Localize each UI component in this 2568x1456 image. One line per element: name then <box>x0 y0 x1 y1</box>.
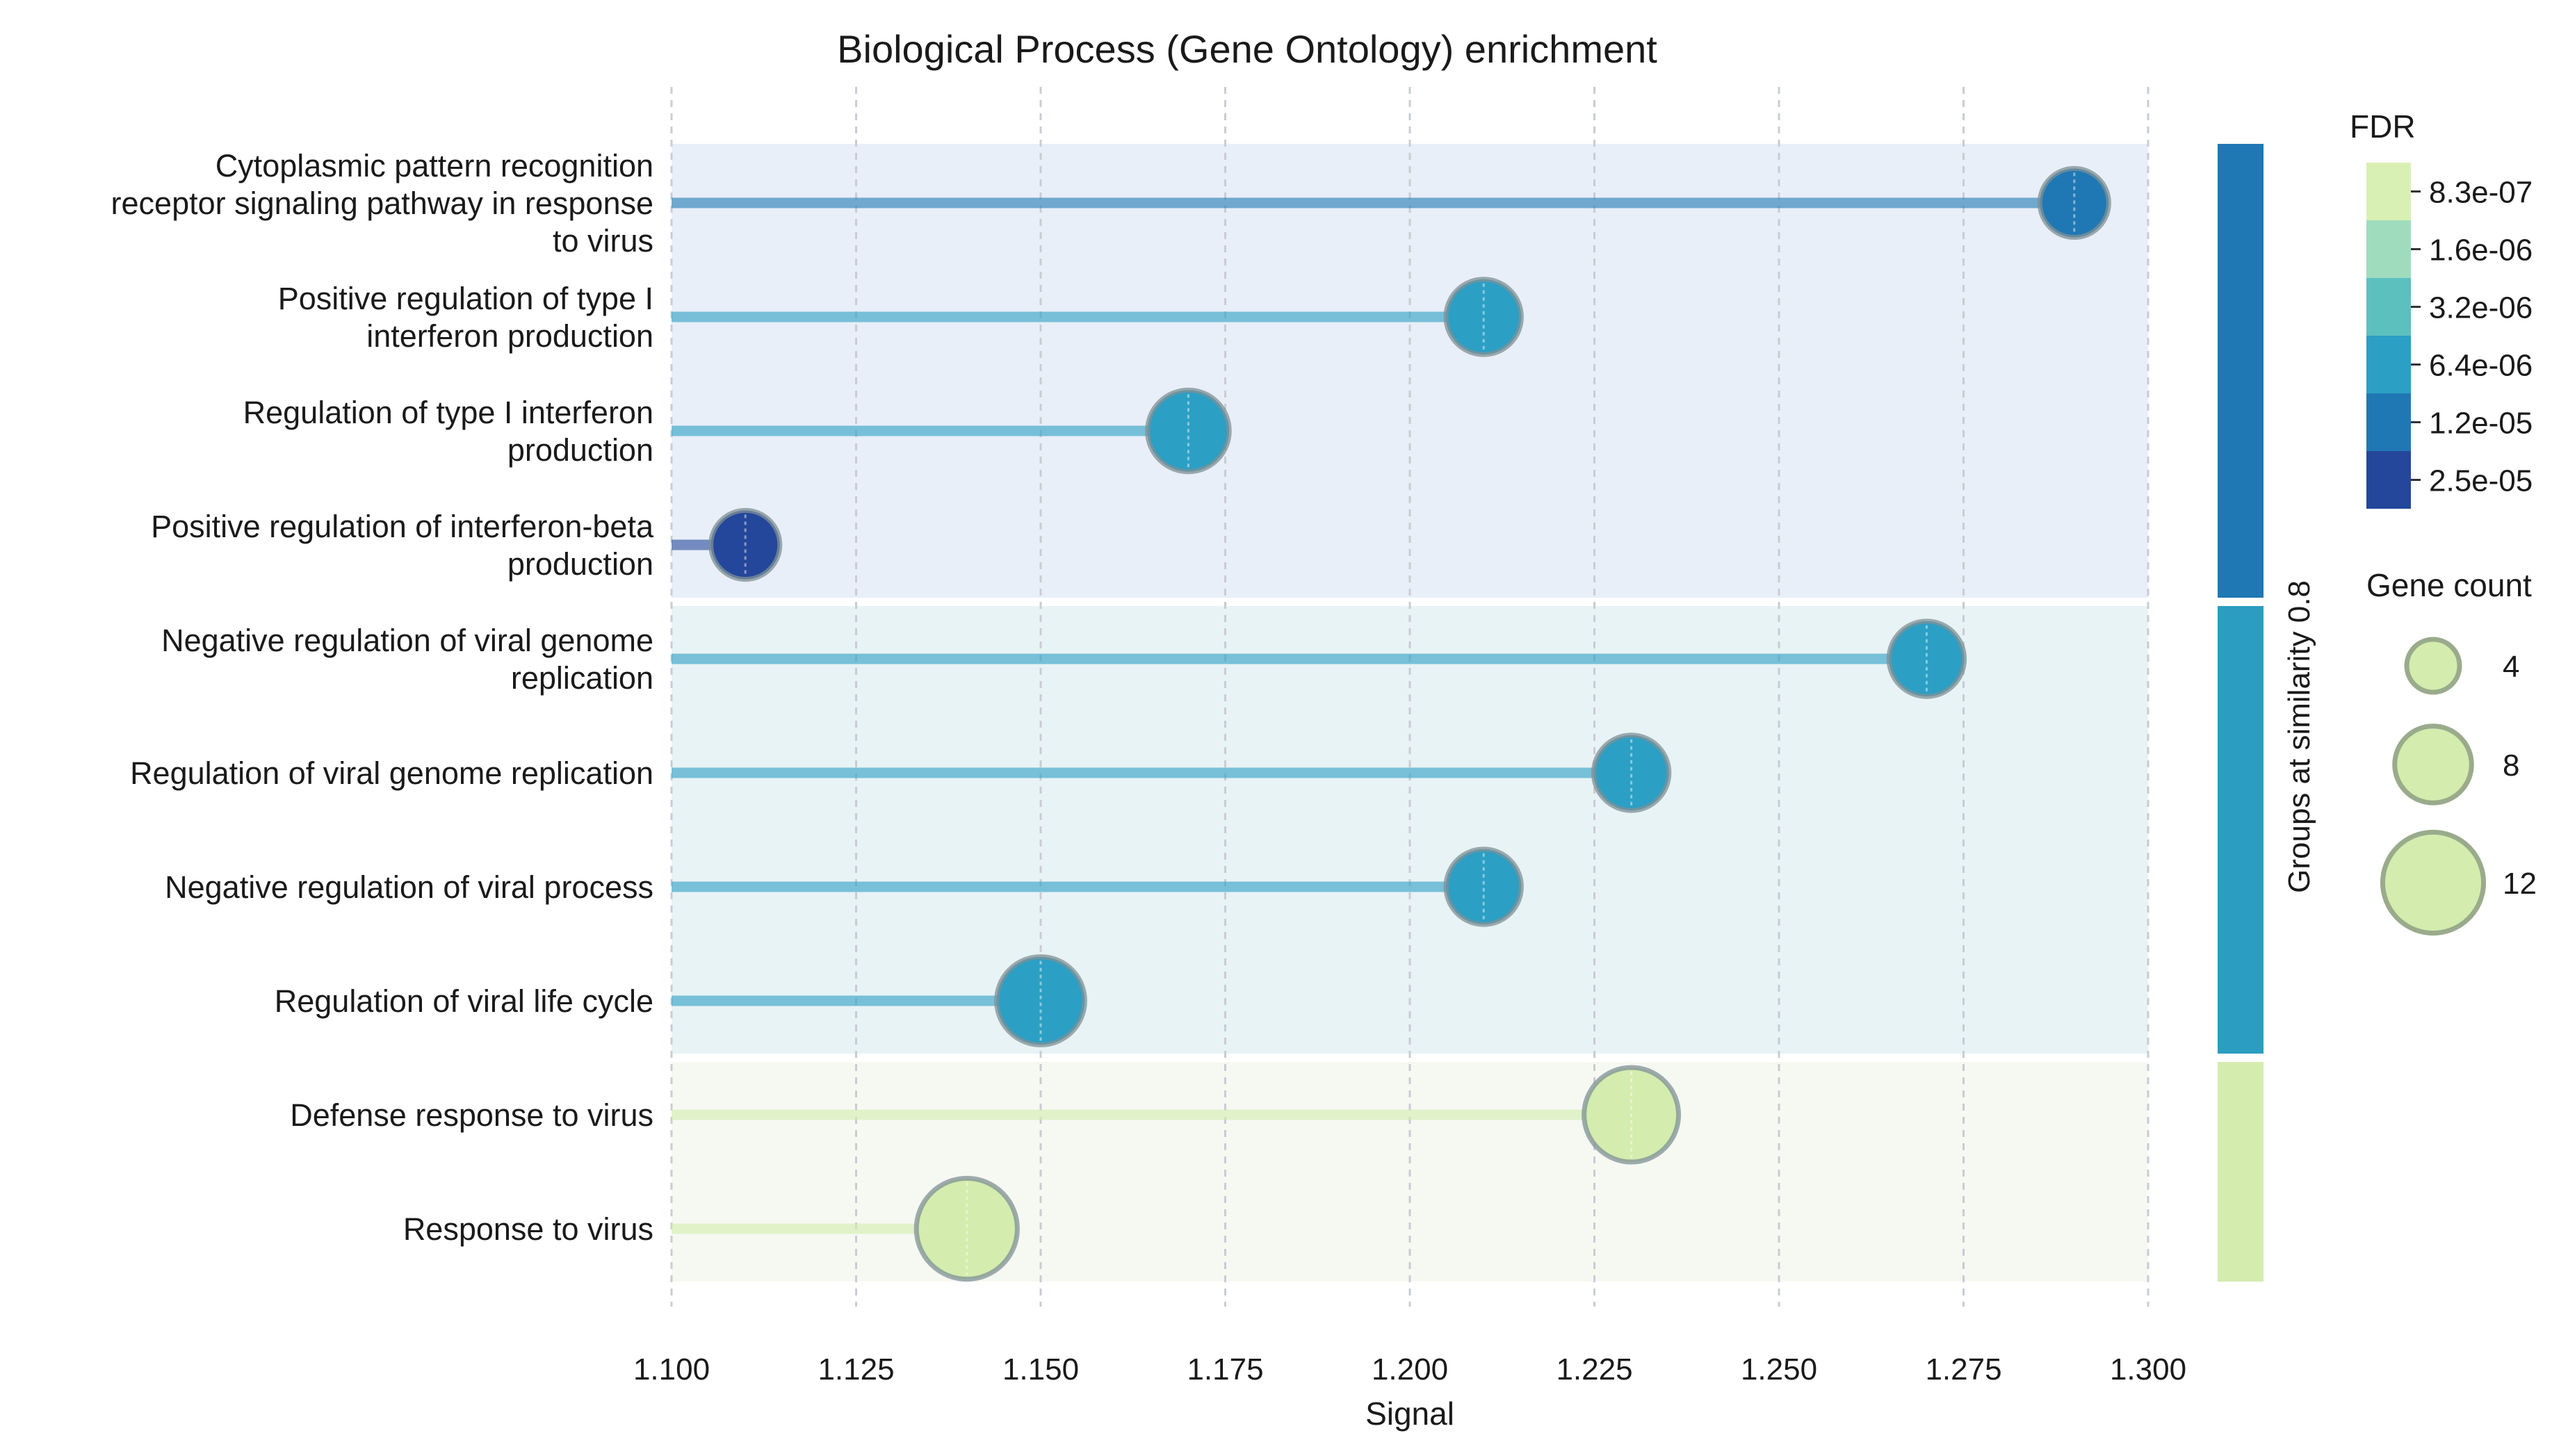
fdr-legend-swatch <box>2366 220 2411 278</box>
x-tick-label: 1.200 <box>1372 1352 1448 1387</box>
lollipop-dot <box>1145 387 1232 475</box>
fdr-legend-label: 8.3e-07 <box>2429 176 2533 210</box>
size-legend-title: Gene count <box>2366 567 2532 603</box>
x-tick-label: 1.275 <box>1925 1352 2001 1387</box>
lollipop-dot <box>1582 1065 1682 1165</box>
term-label-line: Cytoplasmic pattern recognition <box>216 148 653 183</box>
x-tick-label: 1.125 <box>818 1352 894 1387</box>
term-label: Negative regulation of viral process <box>165 869 653 905</box>
term-label: Defense response to virus <box>290 1097 653 1133</box>
size-legend-circle <box>2404 637 2462 695</box>
group-color-bar <box>2218 144 2264 598</box>
fdr-legend-label: 3.2e-06 <box>2429 291 2533 325</box>
group-color-bar <box>2218 1062 2264 1282</box>
term-label-line: replication <box>511 660 653 696</box>
term-label-line: Defense response to virus <box>290 1097 653 1133</box>
fdr-legend-swatch <box>2366 336 2411 393</box>
fdr-legend-title: FDR <box>2350 108 2416 145</box>
term-label: Response to virus <box>403 1211 653 1247</box>
term-label: Positive regulation of interferon-beta pr… <box>151 509 654 582</box>
x-tick-label: 1.225 <box>1556 1352 1632 1387</box>
x-tick-label: 1.250 <box>1741 1352 1817 1387</box>
lollipop-dot <box>708 507 783 582</box>
term-label-line: interferon production <box>366 318 653 354</box>
x-axis-label: Signal <box>1365 1396 1454 1432</box>
term-label-line: Negative regulation of viral process <box>165 869 653 905</box>
size-legend-label: 4 <box>2503 650 2519 684</box>
fdr-legend-label: 6.4e-06 <box>2429 349 2533 383</box>
term-label-line: Regulation of viral life cycle <box>275 983 653 1019</box>
lollipop-dot <box>1886 619 1967 699</box>
chart-title: Biological Process (Gene Ontology) enric… <box>837 27 1657 71</box>
term-label-line: receptor signaling pathway in response <box>111 186 653 221</box>
term-label: Negative regulation of viral genome repli… <box>161 623 653 696</box>
size-legend-label: 8 <box>2503 749 2519 783</box>
term-label-line: Regulation of viral genome replication <box>130 755 653 791</box>
lollipop-dot <box>1591 733 1672 813</box>
group-color-bar <box>2218 606 2264 1054</box>
term-label-line: production <box>507 432 653 468</box>
lollipop-dot <box>2037 165 2111 240</box>
lollipop-dot <box>1443 846 1524 927</box>
term-label-line: Regulation of type I interferon <box>243 395 653 430</box>
term-label: Regulation of type I interferon productio… <box>243 395 653 468</box>
term-label-line: Negative regulation of viral genome <box>161 623 653 658</box>
lollipop-dot <box>1443 277 1524 357</box>
term-label-line: Positive regulation of interferon-beta <box>151 509 654 544</box>
size-legend-circle <box>2380 829 2487 936</box>
term-label-line: Positive regulation of type I <box>278 281 653 316</box>
term-label: Regulation of viral life cycle <box>275 983 653 1019</box>
x-tick-label: 1.100 <box>633 1352 710 1387</box>
size-legend-label: 12 <box>2503 867 2537 901</box>
x-tick-label: 1.150 <box>1002 1352 1079 1387</box>
fdr-legend-swatch <box>2366 163 2411 220</box>
fdr-legend-label: 1.2e-05 <box>2429 407 2533 441</box>
fdr-legend-label: 2.5e-05 <box>2429 464 2533 498</box>
fdr-legend-label: 1.6e-06 <box>2429 234 2533 268</box>
fdr-legend-swatch <box>2366 278 2411 336</box>
term-label-line: to virus <box>553 223 653 259</box>
term-label: Cytoplasmic pattern recognition receptor … <box>111 148 653 259</box>
fdr-legend-swatch <box>2366 451 2411 509</box>
term-label-line: production <box>507 546 653 582</box>
term-label: Regulation of viral genome replication <box>130 755 653 791</box>
group-axis-label: Groups at similarity 0.8 <box>2282 580 2316 893</box>
term-label-line: Response to virus <box>403 1211 653 1247</box>
x-tick-label: 1.175 <box>1187 1352 1263 1387</box>
lollipop-dot <box>913 1175 1020 1282</box>
lollipop-dot <box>994 954 1087 1047</box>
x-tick-label: 1.300 <box>2110 1352 2186 1387</box>
size-legend-circle <box>2392 723 2474 805</box>
fdr-legend-swatch <box>2366 393 2411 451</box>
